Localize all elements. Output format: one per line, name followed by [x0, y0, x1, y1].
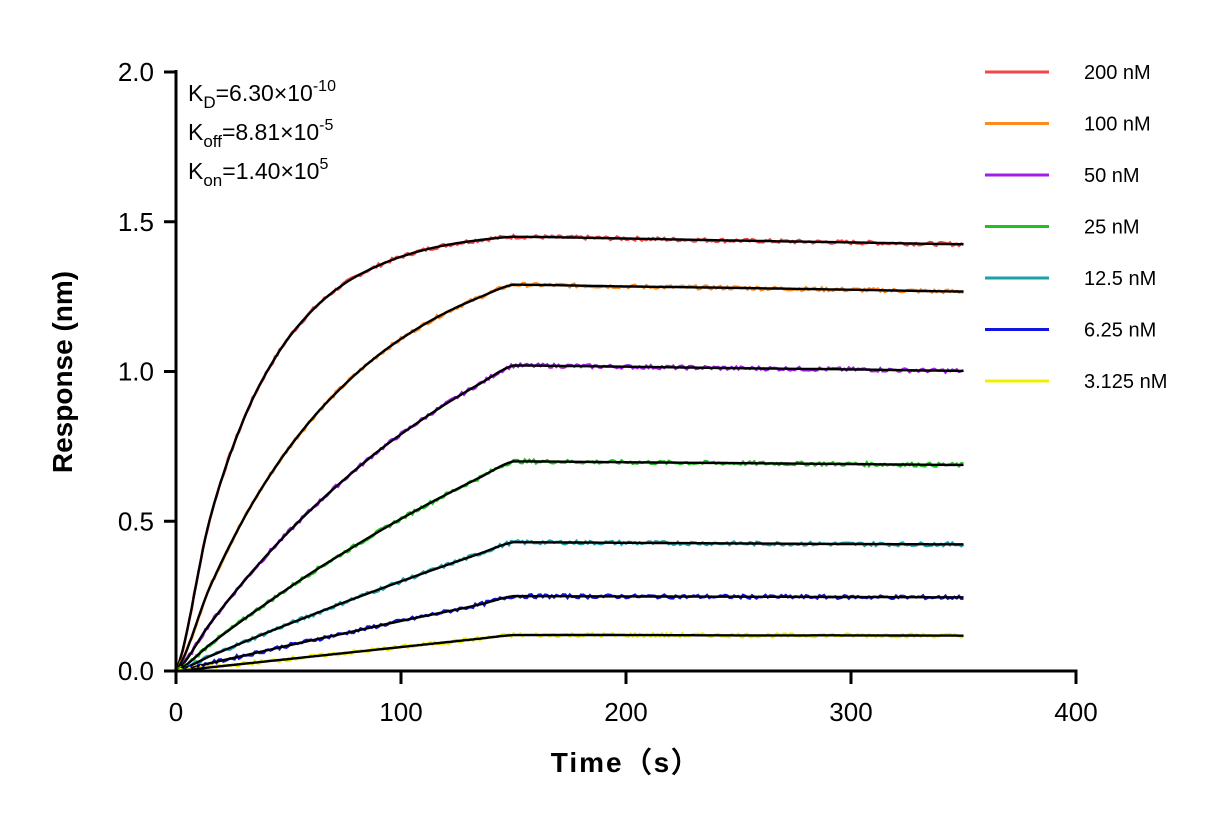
fit-line-25-nM [175, 460, 964, 673]
x-tick-label: 0 [169, 697, 183, 727]
legend-label: 25 nM [1084, 217, 1140, 239]
x-tick-label: 300 [829, 697, 872, 727]
fit-line-6-25-nM [175, 594, 964, 673]
legend-label: 100 nM [1084, 114, 1151, 136]
fit-line-50-nM [175, 364, 964, 672]
kinetic-constant: KD=6.30×10-10 [188, 78, 336, 112]
legend-label: 200 nM [1084, 62, 1151, 84]
legend-label: 6.25 nM [1084, 320, 1156, 342]
fit-line-100-nM [175, 283, 964, 672]
y-tick-label: 0.5 [118, 506, 154, 536]
x-tick-label: 100 [379, 697, 422, 727]
data-line-200-nM [174, 233, 965, 672]
y-tick-label: 1.0 [118, 357, 154, 387]
x-tick-label: 400 [1054, 697, 1097, 727]
y-tick-label: 2.0 [118, 57, 154, 87]
kinetic-constants: KD=6.30×10-10 Koff=8.81×10-5 Kon=1.40×105 [188, 78, 336, 190]
data-line-100-nM [175, 281, 965, 672]
kinetic-constant: Kon=1.40×105 [188, 156, 328, 190]
plot-area [174, 233, 965, 673]
data-line-50-nM [175, 361, 964, 673]
y-axis-title: Response (nm) [47, 271, 78, 473]
fit-line-200-nM [174, 235, 964, 672]
legend-label: 12.5 nM [1084, 268, 1156, 290]
legend-label: 3.125 nM [1084, 371, 1167, 393]
x-tick-label: 200 [604, 697, 647, 727]
x-axis-title: Time（s） [551, 746, 701, 778]
data-line-25-nM [175, 457, 964, 672]
y-tick-label: 1.5 [118, 207, 154, 237]
kinetic-constant: Koff=8.81×10-5 [188, 117, 333, 151]
y-tick-label: 0.0 [118, 656, 154, 686]
data-line-12-5-nM [175, 538, 965, 673]
axes: 0.0 0.5 1.0 1.5 2.0 0 100 200 300 400 [118, 57, 1098, 727]
fit-line-3-125-nM [175, 633, 964, 673]
legend-label: 50 nM [1084, 165, 1140, 187]
fit-line-12-5-nM [175, 541, 964, 673]
data-line-3-125-nM [175, 631, 965, 673]
legend: 200 nM 100 nM 50 nM 25 nM 12.5 nM 6.25 nM 3.12… [985, 62, 1167, 393]
